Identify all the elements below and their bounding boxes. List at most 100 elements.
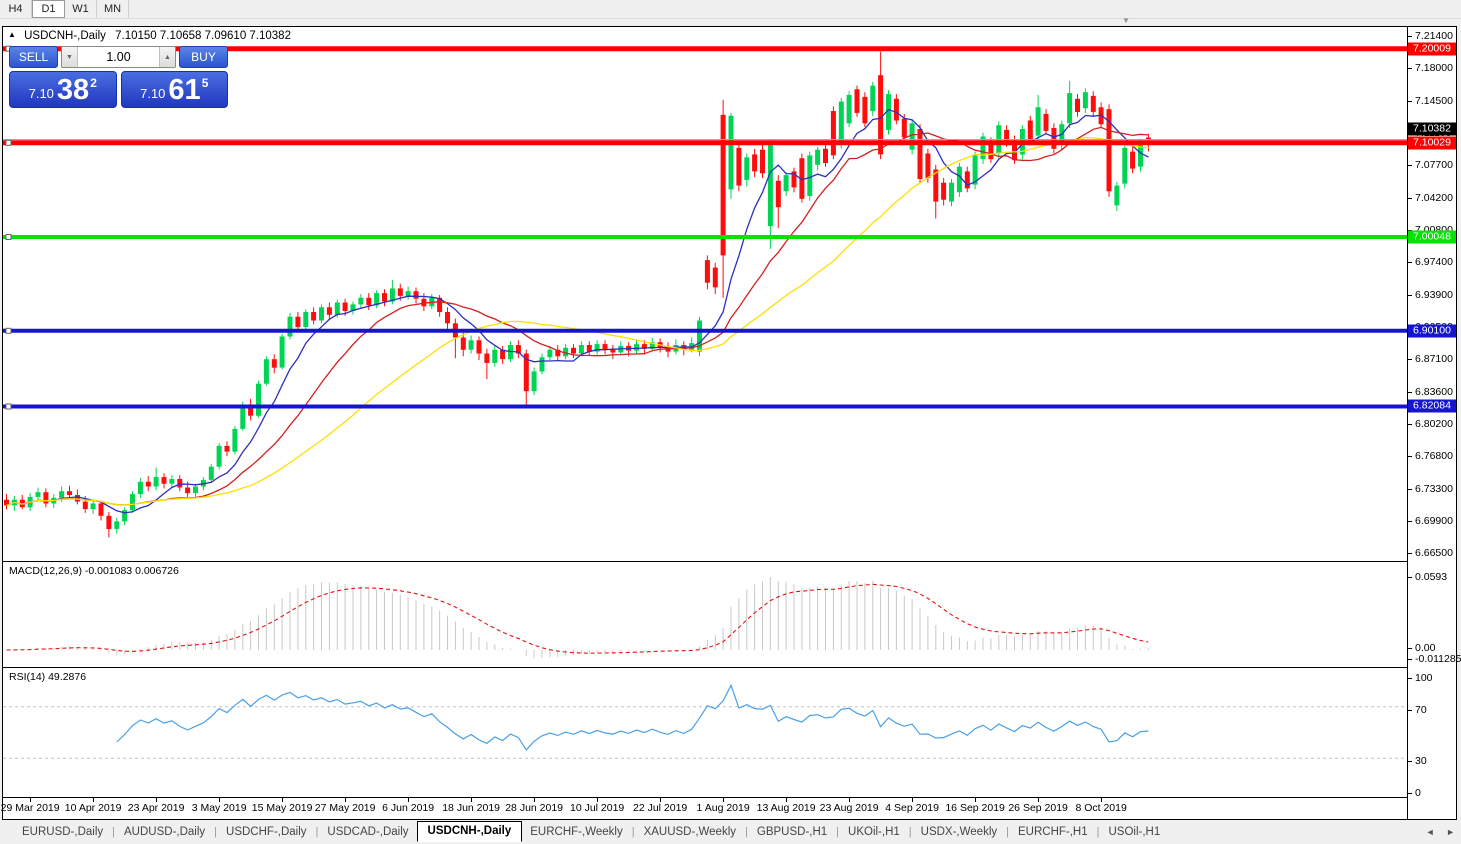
volume-decrease-icon[interactable]: ▼ xyxy=(62,47,78,67)
time-axis-tick xyxy=(219,798,221,802)
chart-ohlc-values: 7.10150 7.10658 7.09610 7.10382 xyxy=(115,30,291,42)
time-axis-label: 1 Aug 2019 xyxy=(696,802,750,814)
price-axis-tick xyxy=(1408,359,1412,361)
level-line-handle xyxy=(5,234,12,240)
macd-indicator-pane[interactable]: MACD(12,26,9) -0.001083 0.006726 xyxy=(3,561,1407,668)
rsi-indicator-pane[interactable]: RSI(14) 49.2876 xyxy=(3,667,1407,798)
macd-histogram xyxy=(13,577,1149,659)
time-axis-label: 6 Jun 2019 xyxy=(382,802,435,814)
chart-tab[interactable]: XAUUSD-,Weekly xyxy=(643,826,737,838)
chart-tab[interactable]: USDCHF-,Daily xyxy=(226,826,307,838)
window-menu-icon[interactable]: ▼ xyxy=(1122,16,1130,25)
time-axis-tick xyxy=(786,798,788,802)
sell-price-prefix: 7.10 xyxy=(28,86,54,101)
price-axis-tick xyxy=(1408,164,1412,166)
price-axis-tick xyxy=(1408,392,1412,394)
macd-axis-label: 0.0593 xyxy=(1415,571,1448,583)
macd-chart[interactable] xyxy=(3,562,1407,667)
level-line-handle xyxy=(5,403,12,410)
macd-axis-label: 0.00 xyxy=(1415,642,1436,654)
buy-button[interactable]: BUY xyxy=(179,46,228,68)
tab-scroll-controls: ◄ ► xyxy=(1417,827,1455,837)
candlestick-chart[interactable] xyxy=(3,27,1407,561)
chart-tab[interactable]: USDCAD-,Daily xyxy=(327,826,409,838)
rsi-axis-tick xyxy=(1408,761,1412,762)
time-axis[interactable]: 29 Mar 2019 10 Apr 2019 23 Apr 2019 3 May 2… xyxy=(1,797,1407,819)
tab-separator: | xyxy=(112,826,116,838)
timeframe-d1-button[interactable]: D1 xyxy=(32,0,65,18)
rsi-axis-tick xyxy=(1408,793,1412,794)
current-price-badge: 7.10382 xyxy=(1408,122,1456,136)
rsi-indicator-label: RSI(14) 49.2876 xyxy=(9,671,87,683)
price-axis-tick xyxy=(1408,229,1412,231)
buy-price-button[interactable]: 7.10 61 5 xyxy=(120,71,228,108)
sell-price-button[interactable]: 7.10 38 2 xyxy=(9,71,117,108)
sell-button[interactable]: SELL xyxy=(9,46,58,68)
chart-tab[interactable]: GBPUSD-,H1 xyxy=(756,826,828,838)
price-axis-tick xyxy=(1408,67,1412,69)
price-axis-tick xyxy=(1408,35,1412,37)
tab-scroll-right-icon[interactable]: ► xyxy=(1446,827,1455,837)
time-axis-tick xyxy=(345,798,347,802)
macd-axis-tick xyxy=(1408,577,1412,578)
price-axis-tick xyxy=(1408,100,1412,102)
time-axis-tick xyxy=(282,798,284,802)
chart-tab[interactable]: EURUSD-,Daily xyxy=(22,826,104,838)
candles-group xyxy=(4,51,1151,538)
volume-increase-icon[interactable]: ▲ xyxy=(159,47,175,67)
chart-tab[interactable]: UKOil-,H1 xyxy=(848,826,900,838)
price-axis-label: 7.21400 xyxy=(1415,29,1453,42)
sell-price-main: 38 xyxy=(56,74,90,106)
timeframe-mn-button[interactable]: MN xyxy=(97,0,129,18)
chart-tab[interactable]: USDX-,Weekly xyxy=(920,826,998,838)
timeframe-h4-button[interactable]: H4 xyxy=(0,0,32,18)
chart-tab[interactable]: USOil-,H1 xyxy=(1108,826,1161,838)
tab-separator: | xyxy=(908,826,912,838)
price-axis-label: 6.66500 xyxy=(1415,547,1453,560)
collapse-icon[interactable]: ▲ xyxy=(8,30,16,39)
time-axis-tick xyxy=(534,798,536,802)
rsi-axis-label: 100 xyxy=(1415,672,1433,684)
price-axis-label: 7.14500 xyxy=(1415,94,1453,107)
tab-separator: | xyxy=(315,826,319,838)
price-axis-tick xyxy=(1408,261,1412,263)
price-axis-tick xyxy=(1408,197,1412,199)
macd-axis-tick xyxy=(1408,659,1412,660)
time-axis-label: 15 May 2019 xyxy=(251,802,313,814)
level-line-handle xyxy=(5,139,12,146)
macd-signal-line xyxy=(6,583,1149,654)
volume-input[interactable]: 1.00 xyxy=(106,50,131,64)
rsi-axis-label: 0 xyxy=(1415,787,1421,799)
price-axis-tick xyxy=(1408,521,1412,523)
time-axis-label: 23 Aug 2019 xyxy=(819,802,879,814)
chart-symbol-label: USDCNH-,Daily xyxy=(24,30,106,42)
price-axis-label: 7.07700 xyxy=(1415,158,1453,171)
tab-separator: | xyxy=(214,826,218,838)
time-axis-tick xyxy=(975,798,977,802)
chart-tab-bar: EURUSD-,Daily | AUDUSD-,Daily | USDCHF-,Dail… xyxy=(0,820,1461,844)
price-chart-pane[interactable]: ▲ USDCNH-,Daily 7.10150 7.10658 7.09610 … xyxy=(3,27,1407,561)
chart-tab[interactable]: EURCHF-,Weekly xyxy=(530,826,623,838)
tab-separator: | xyxy=(1096,826,1100,838)
chart-tab[interactable]: EURCHF-,H1 xyxy=(1017,826,1088,838)
time-axis-tick xyxy=(93,798,95,802)
level-price-badge: 6.90100 xyxy=(1408,324,1456,338)
price-axis-label: 6.93900 xyxy=(1415,289,1453,301)
time-axis-tick xyxy=(156,798,158,802)
price-axis[interactable]: 7.214007.180007.145007.111007.077007.042… xyxy=(1407,27,1461,819)
buy-price-main: 61 xyxy=(168,74,201,106)
time-axis-label: 8 Oct 2019 xyxy=(1075,802,1127,814)
rsi-chart[interactable] xyxy=(3,668,1407,797)
level-price-badge: 7.00048 xyxy=(1408,230,1456,244)
time-axis-label: 16 Sep 2019 xyxy=(945,802,1005,814)
timeframe-w1-button[interactable]: W1 xyxy=(65,0,97,18)
tab-separator: | xyxy=(836,826,840,838)
tab-separator: | xyxy=(631,826,635,838)
tab-scroll-left-icon[interactable]: ◄ xyxy=(1425,827,1435,837)
chart-tab[interactable]: AUDUSD-,Daily xyxy=(124,826,206,838)
time-axis-tick xyxy=(723,798,725,802)
price-axis-label: 6.97400 xyxy=(1415,255,1453,268)
chart-tab-active[interactable]: USDCNH-,Daily xyxy=(416,820,523,842)
rsi-axis-tick xyxy=(1408,710,1412,711)
time-axis-tick xyxy=(660,798,662,802)
